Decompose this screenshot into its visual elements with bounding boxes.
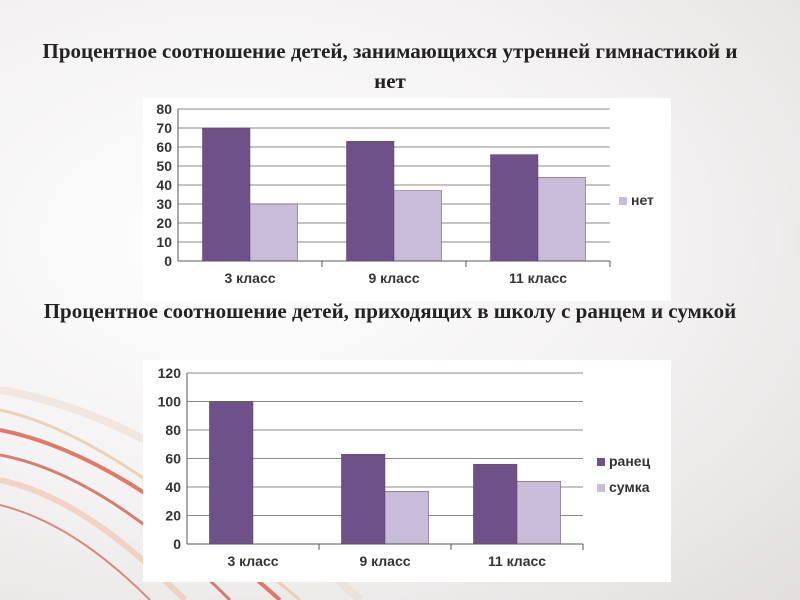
chart2-panel: 0 20 40 60 80 100 120 3 класс 9 класс 11 класс ран… bbox=[143, 360, 671, 582]
y-tick-label: 40 bbox=[165, 479, 181, 495]
y-tick-label: 10 bbox=[156, 234, 172, 250]
y-tick-label: 70 bbox=[156, 120, 172, 136]
chart2-svg: 0 20 40 60 80 100 120 3 класс 9 класс 11 класс ран… bbox=[158, 365, 651, 569]
bar-series2-1 bbox=[249, 203, 298, 262]
legend-label: сумка bbox=[609, 479, 650, 495]
legend-swatch bbox=[597, 484, 605, 492]
chart1-title: Процентное соотношение детей, занимающих… bbox=[42, 39, 738, 93]
bar-series2-3 bbox=[516, 481, 561, 545]
x-tick-label: 9 класс bbox=[359, 553, 410, 569]
x-tick-label: 11 класс bbox=[488, 553, 546, 569]
bar-series2-2 bbox=[393, 190, 442, 262]
legend-label: нет bbox=[631, 192, 654, 208]
y-tick-label: 0 bbox=[173, 536, 181, 552]
y-tick-label: 80 bbox=[156, 101, 172, 117]
bar-series1-2 bbox=[341, 453, 386, 545]
x-tick-label: 11 класс bbox=[509, 270, 567, 286]
legend-label: ранец bbox=[609, 453, 651, 469]
y-tick-label: 30 bbox=[156, 196, 172, 212]
bar-series2-2 bbox=[384, 491, 429, 545]
y-tick-label: 0 bbox=[164, 253, 172, 269]
bar-series1-3 bbox=[490, 154, 539, 262]
x-tick-label: 9 класс bbox=[368, 270, 419, 286]
y-tick-label: 80 bbox=[165, 422, 181, 438]
chart2-title: Процентное соотношение детей, приходящих… bbox=[43, 299, 737, 323]
bar-series1-1 bbox=[202, 127, 251, 262]
y-tick-label: 60 bbox=[156, 139, 172, 155]
y-tick-label: 100 bbox=[158, 394, 182, 410]
y-tick-label: 20 bbox=[165, 508, 181, 524]
chart1-svg: 0 10 20 30 40 50 60 70 80 3 класс 9 класс 11 класс н… bbox=[156, 101, 654, 286]
bar-series1-3 bbox=[473, 463, 518, 545]
legend-swatch bbox=[619, 197, 627, 205]
y-tick-label: 40 bbox=[156, 177, 172, 193]
bar-series2-3 bbox=[537, 177, 586, 262]
y-tick-label: 50 bbox=[156, 158, 172, 174]
x-tick-label: 3 класс bbox=[227, 553, 278, 569]
chart1-panel: 0 10 20 30 40 50 60 70 80 3 класс 9 класс 11 класс н… bbox=[143, 98, 671, 301]
y-tick-label: 60 bbox=[165, 451, 181, 467]
y-tick-label: 120 bbox=[158, 365, 182, 381]
y-tick-label: 20 bbox=[156, 215, 172, 231]
bar-series1-2 bbox=[346, 141, 395, 262]
legend-swatch bbox=[597, 458, 605, 466]
x-tick-label: 3 класс bbox=[224, 270, 275, 286]
bar-series1-1 bbox=[209, 401, 254, 545]
